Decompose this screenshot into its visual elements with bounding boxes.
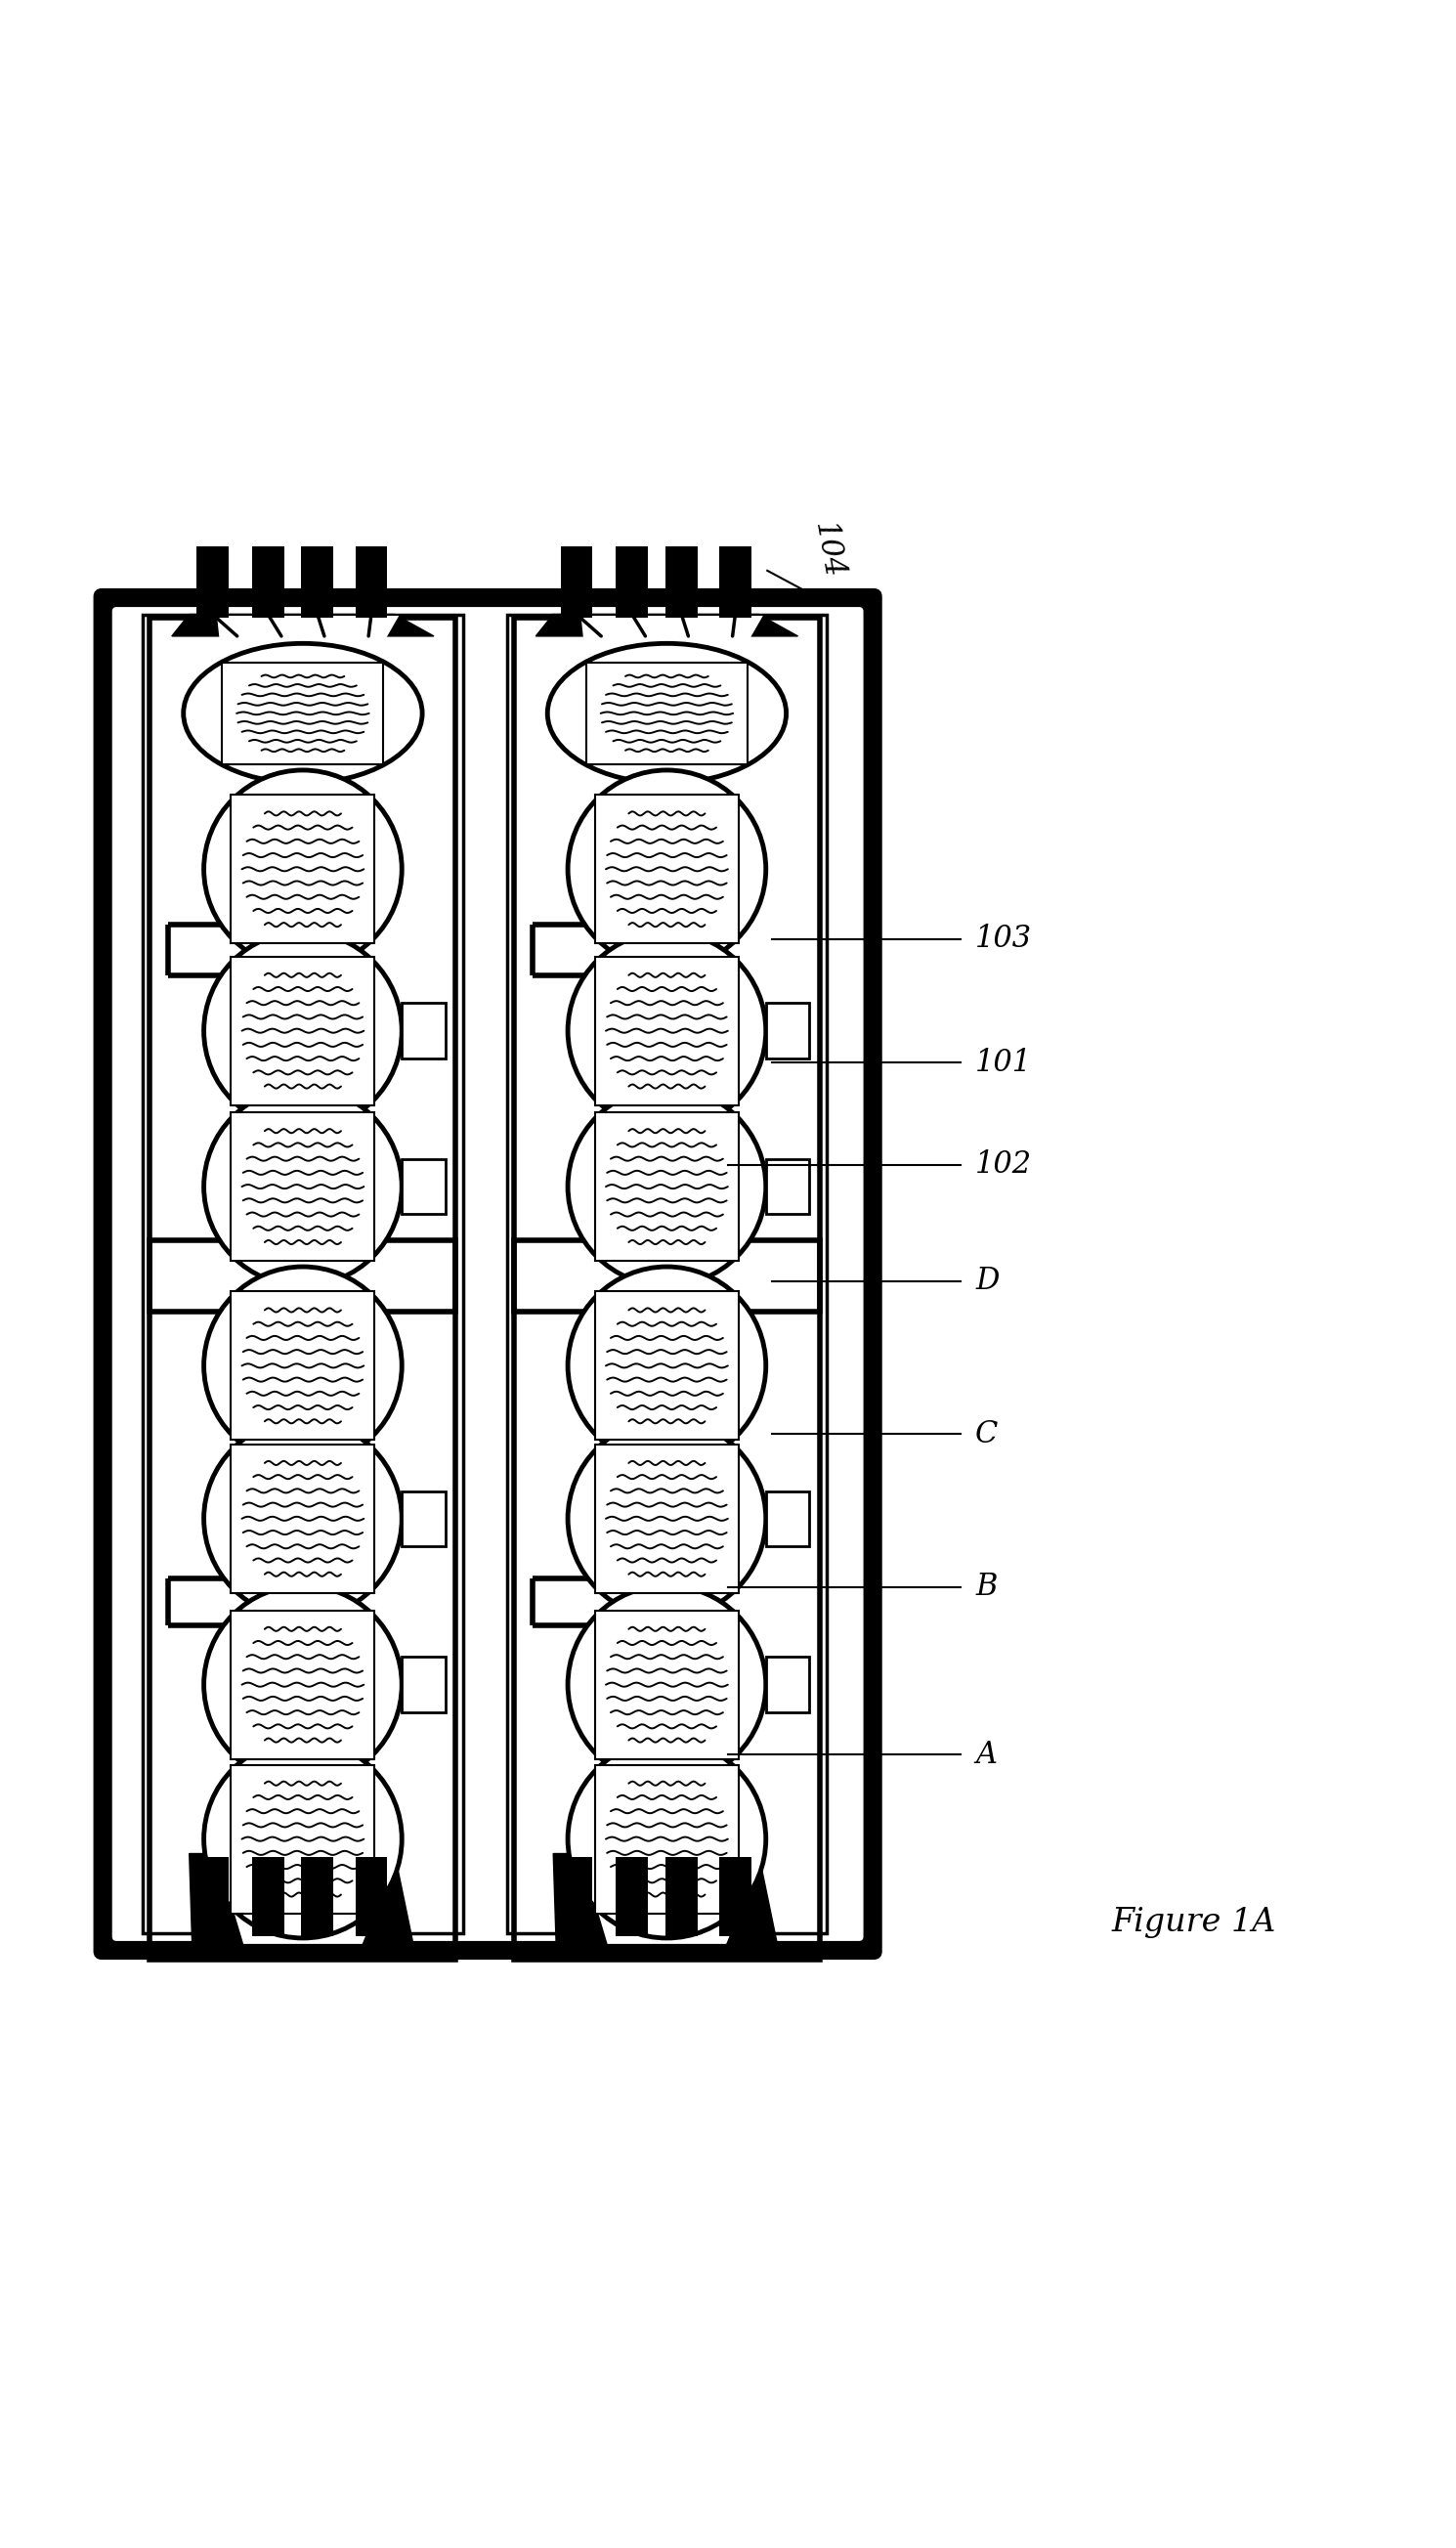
Text: D: D <box>976 1266 999 1297</box>
Bar <box>766 1004 810 1057</box>
Bar <box>665 538 697 617</box>
Bar <box>616 538 648 617</box>
Bar <box>232 1113 374 1261</box>
Polygon shape <box>536 614 798 637</box>
Bar <box>596 956 738 1106</box>
Bar <box>252 1857 284 1936</box>
Bar <box>197 1857 229 1936</box>
Bar <box>223 662 383 764</box>
Bar <box>596 1292 738 1440</box>
Bar <box>301 1857 333 1936</box>
Text: 102: 102 <box>976 1149 1032 1180</box>
Bar <box>719 538 751 617</box>
Ellipse shape <box>183 645 422 782</box>
Ellipse shape <box>568 1266 766 1465</box>
Bar <box>402 1491 446 1547</box>
Bar <box>514 1241 820 1959</box>
Bar <box>514 617 820 1312</box>
Bar <box>232 1292 374 1440</box>
Ellipse shape <box>568 1419 766 1618</box>
Bar <box>665 1857 697 1936</box>
Text: 103: 103 <box>976 925 1032 953</box>
Ellipse shape <box>204 769 402 968</box>
Bar <box>596 795 738 943</box>
Bar <box>561 538 593 617</box>
Bar <box>232 795 374 943</box>
Bar <box>402 1004 446 1057</box>
Bar <box>402 1159 446 1215</box>
Ellipse shape <box>568 769 766 968</box>
FancyBboxPatch shape <box>96 591 879 1957</box>
Ellipse shape <box>204 1585 402 1784</box>
Ellipse shape <box>204 933 402 1129</box>
Bar <box>719 1857 751 1936</box>
Bar <box>596 1610 738 1758</box>
Ellipse shape <box>204 1088 402 1287</box>
Bar <box>587 662 747 764</box>
Polygon shape <box>553 1852 778 1944</box>
Polygon shape <box>189 1852 414 1944</box>
Bar <box>232 1445 374 1592</box>
Ellipse shape <box>568 1740 766 1939</box>
Bar <box>197 538 229 617</box>
Text: 101: 101 <box>976 1047 1032 1078</box>
Ellipse shape <box>547 645 786 782</box>
Polygon shape <box>217 617 399 637</box>
Ellipse shape <box>204 1740 402 1939</box>
Ellipse shape <box>204 1266 402 1465</box>
Bar <box>766 1656 810 1712</box>
Bar <box>596 1113 738 1261</box>
Text: A: A <box>976 1740 997 1771</box>
Ellipse shape <box>568 1088 766 1287</box>
Bar <box>616 1857 648 1936</box>
Bar <box>150 1241 456 1959</box>
Polygon shape <box>172 614 434 637</box>
Ellipse shape <box>204 1419 402 1618</box>
Bar <box>766 1159 810 1215</box>
Bar <box>402 1656 446 1712</box>
Bar <box>301 538 333 617</box>
FancyBboxPatch shape <box>112 606 863 1942</box>
Bar <box>355 538 387 617</box>
Text: 104: 104 <box>808 520 847 581</box>
Bar <box>232 956 374 1106</box>
Ellipse shape <box>568 1585 766 1784</box>
Bar <box>232 1610 374 1758</box>
Text: Figure 1A: Figure 1A <box>1111 1906 1277 1936</box>
Bar <box>766 1491 810 1547</box>
Bar <box>561 1857 593 1936</box>
Text: C: C <box>976 1419 999 1450</box>
Polygon shape <box>581 1855 763 1944</box>
Bar <box>596 1766 738 1914</box>
Ellipse shape <box>568 933 766 1129</box>
Bar <box>507 614 827 1934</box>
Polygon shape <box>217 1855 399 1944</box>
Bar <box>252 538 284 617</box>
Bar <box>355 1857 387 1936</box>
Bar <box>150 617 456 1312</box>
Polygon shape <box>581 617 763 637</box>
Bar <box>143 614 463 1934</box>
Bar <box>596 1445 738 1592</box>
Text: B: B <box>976 1572 997 1603</box>
Bar <box>232 1766 374 1914</box>
